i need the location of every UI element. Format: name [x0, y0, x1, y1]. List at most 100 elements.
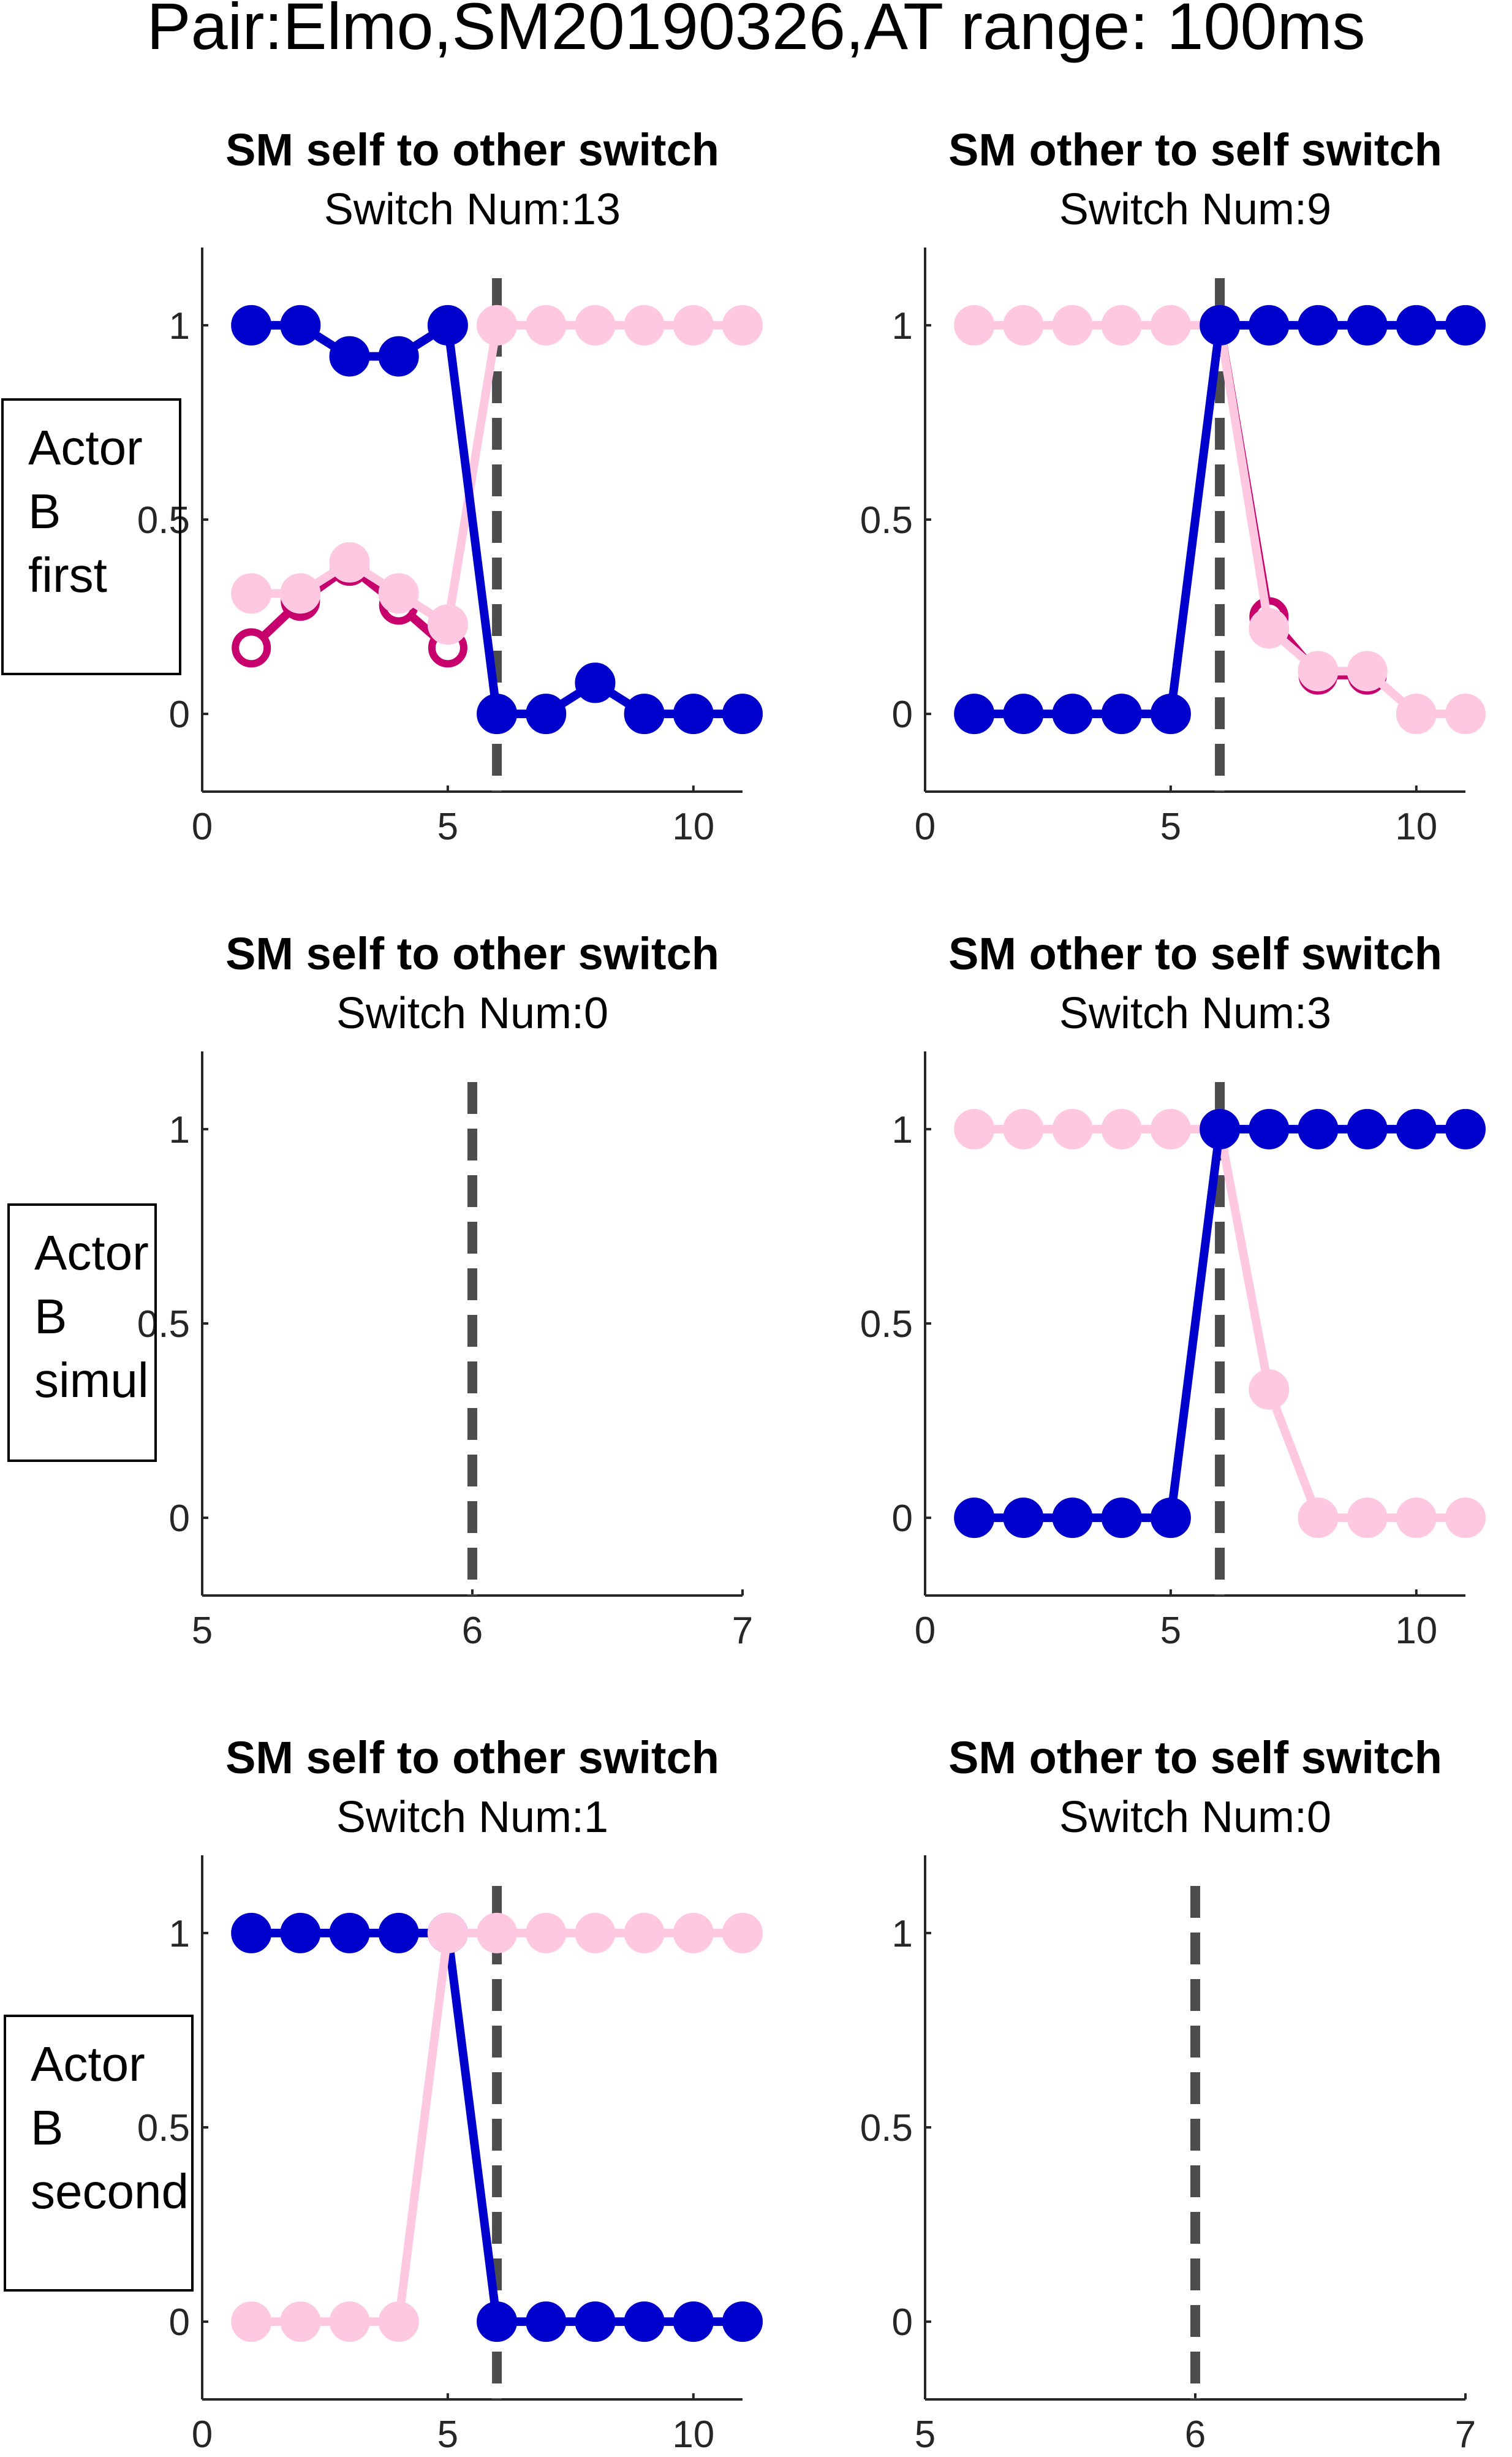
data-point — [231, 2301, 272, 2342]
y-tick-label: 0.5 — [860, 1303, 913, 1346]
series-dark_blue — [954, 305, 1486, 735]
data-point — [526, 1912, 567, 1953]
data-point — [280, 1912, 321, 1953]
data-point — [722, 2301, 763, 2342]
x-tick-label: 0 — [915, 1610, 936, 1652]
x-tick-label: 0 — [915, 806, 936, 848]
data-point — [231, 305, 272, 346]
x-tick-label: 7 — [1455, 2413, 1476, 2456]
data-point — [329, 542, 370, 583]
data-point — [954, 694, 995, 735]
data-point — [280, 2301, 321, 2342]
data-point — [526, 305, 567, 346]
x-tick-label: 10 — [1395, 806, 1437, 848]
panel-title: SM self to other switch — [225, 124, 719, 175]
panel-subtitle: Switch Num:13 — [324, 185, 621, 234]
data-point — [329, 336, 370, 377]
data-point — [673, 2301, 714, 2342]
x-tick-label: 0 — [192, 806, 213, 848]
data-point — [1298, 651, 1339, 692]
data-point — [526, 2301, 567, 2342]
data-point — [1003, 1497, 1044, 1539]
y-tick-label: 0.5 — [137, 499, 190, 542]
panel-subtitle: Switch Num:0 — [336, 989, 608, 1038]
data-point — [1347, 305, 1388, 346]
data-point — [1101, 305, 1142, 346]
data-point — [1150, 694, 1191, 735]
data-point — [1396, 1108, 1437, 1149]
row-label-box — [1, 398, 181, 675]
data-point — [1200, 1108, 1241, 1149]
y-tick-label: 1 — [169, 305, 190, 347]
x-tick-label: 5 — [915, 2413, 936, 2456]
x-tick-label: 5 — [437, 2413, 458, 2456]
data-point — [1445, 1497, 1486, 1539]
data-point — [1003, 1108, 1044, 1149]
data-point — [673, 694, 714, 735]
y-tick-label: 0 — [892, 694, 913, 736]
row-label-line: first — [28, 548, 107, 602]
x-tick-label: 10 — [672, 2413, 714, 2456]
data-point — [378, 573, 419, 614]
data-point — [280, 305, 321, 346]
row-label-line: Actor — [31, 2037, 145, 2091]
x-tick-label: 7 — [732, 1610, 753, 1652]
data-point — [477, 694, 518, 735]
row-label-line: B — [28, 484, 61, 539]
panel-subtitle: Switch Num:1 — [336, 1793, 608, 1842]
data-point — [1249, 1108, 1290, 1149]
data-point — [575, 1912, 616, 1953]
data-point — [1249, 1369, 1290, 1410]
data-point — [1298, 305, 1339, 346]
data-point — [378, 336, 419, 377]
row-label-line: B — [31, 2100, 63, 2155]
x-tick-label: 5 — [1160, 1610, 1181, 1652]
data-point — [1052, 1497, 1093, 1539]
data-point — [1003, 305, 1044, 346]
data-point — [722, 694, 763, 735]
data-point — [575, 305, 616, 346]
panel-title: SM other to self switch — [948, 928, 1442, 979]
data-point — [1150, 1108, 1191, 1149]
y-tick-label: 1 — [892, 1109, 913, 1151]
y-tick-label: 1 — [169, 1109, 190, 1151]
data-point — [954, 1497, 995, 1539]
data-point — [1347, 651, 1388, 692]
data-point — [477, 1912, 518, 1953]
data-point — [954, 1108, 995, 1149]
x-tick-label: 10 — [1395, 1610, 1437, 1652]
row-label-box — [4, 2015, 194, 2292]
data-point — [1101, 1108, 1142, 1149]
y-tick-label: 0.5 — [137, 1303, 190, 1346]
panel-subtitle: Switch Num:3 — [1059, 989, 1331, 1038]
data-point — [1101, 1497, 1142, 1539]
data-point — [1052, 305, 1093, 346]
data-point — [378, 2301, 419, 2342]
x-tick-label: 6 — [462, 1610, 483, 1652]
data-point — [1200, 305, 1241, 346]
y-tick-label: 1 — [892, 305, 913, 347]
data-point — [329, 1912, 370, 1953]
x-tick-label: 0 — [192, 2413, 213, 2456]
panel-title: SM other to self switch — [948, 1732, 1442, 1783]
panel-subtitle: Switch Num:9 — [1059, 185, 1331, 234]
data-point — [575, 662, 616, 703]
data-point — [477, 2301, 518, 2342]
data-point — [1052, 1108, 1093, 1149]
panel-title: SM self to other switch — [225, 928, 719, 979]
y-tick-label: 0.5 — [137, 2107, 190, 2149]
data-point — [1249, 608, 1290, 649]
data-point — [1052, 694, 1093, 735]
data-point — [1445, 694, 1486, 735]
data-point — [378, 1912, 419, 1953]
data-point — [1298, 1497, 1339, 1539]
data-point — [1298, 1108, 1339, 1149]
data-point — [1396, 305, 1437, 346]
data-point — [1396, 694, 1437, 735]
series-light_pink — [231, 1912, 763, 2342]
